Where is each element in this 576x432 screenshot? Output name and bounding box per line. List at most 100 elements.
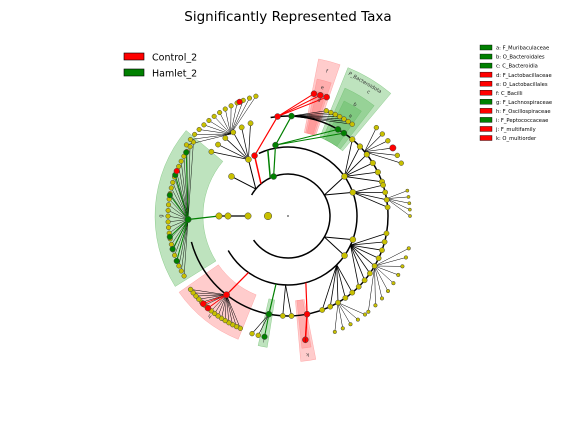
bact-leaves-branch-0 <box>291 110 327 117</box>
bacilli-leaves-branch-0 <box>277 93 315 117</box>
right-low-branch-1 <box>324 236 345 256</box>
h-red-leaves-leaf-1 <box>200 300 207 308</box>
g-leaves-branch-24 <box>187 146 191 220</box>
h-red-leaves-branch-1 <box>203 294 227 305</box>
i-leaf-branch-0 <box>264 314 270 337</box>
bact-family-node <box>288 112 295 120</box>
key-label-d: d: F_Lactobacillaceae <box>496 73 552 79</box>
ul-2-leaf-1 <box>215 141 221 148</box>
key-label-h: h: F_Oscillospiraceae <box>496 109 551 115</box>
g-green-leaves-leaf-3 <box>166 192 173 199</box>
h-leaves-branch-14 <box>193 292 227 296</box>
g-green-leaves-branch-4 <box>174 174 189 220</box>
h-leaves-branch-0 <box>226 294 241 329</box>
ul-3-leaf-4 <box>201 122 207 128</box>
g-leaves-branch-13 <box>168 204 189 220</box>
right-bottom-2-leaf-2 <box>348 322 353 327</box>
ul-3-branch-12 <box>230 98 250 135</box>
ul-3-branch-6 <box>213 116 231 135</box>
bact-leaves-leaf-3 <box>337 114 343 120</box>
clade-letter-h: h <box>207 312 213 319</box>
i-br <box>268 283 277 315</box>
clade-letter-e: e <box>320 85 325 92</box>
kj-node <box>303 310 311 318</box>
g-leaves-leaf-9 <box>166 224 172 231</box>
g-parent <box>215 212 223 220</box>
h-leaves-leaf-15 <box>187 286 194 293</box>
right-low-3-branch-6 <box>374 265 383 299</box>
right-bottom-leaf-1 <box>342 295 349 301</box>
ul-3-leaf-7 <box>217 110 223 116</box>
right-low-branch-0 <box>324 236 353 241</box>
kj-leaf-branch-0 <box>304 314 308 340</box>
right-top-3-branch-5 <box>364 151 402 164</box>
g-green-leaves-leaf-1 <box>169 246 176 253</box>
bact-leaves-branch-2 <box>291 114 336 117</box>
right-bottom-2-leaf-3 <box>340 326 345 331</box>
bacilli-leaves-branch-2 <box>277 96 327 118</box>
ul-2-leaf-3 <box>230 129 237 136</box>
h-leaves-branch-1 <box>226 294 237 327</box>
right-bottom-2-leaf-1 <box>355 317 360 322</box>
ul-2-leaf-2 <box>222 135 229 141</box>
key-swatch-c <box>479 62 493 69</box>
right-top-3-leaf-5 <box>398 160 404 166</box>
bact-class-node <box>270 173 277 180</box>
key-label-c: c: C_Bacteroidia <box>496 64 538 70</box>
g-leaves-branch-6 <box>171 219 189 245</box>
h-leaves-branch-5 <box>221 294 227 319</box>
i-side-leaf-0 <box>255 332 261 338</box>
right-low-3-leaf-7 <box>373 303 378 308</box>
right-top-2-branch-2 <box>344 154 368 177</box>
g-leaves-branch-1 <box>181 219 189 272</box>
right-top-2-leaf-1 <box>356 143 363 150</box>
right-low-3-leaf-0 <box>406 246 411 251</box>
right-bottom-2-branch-2 <box>337 302 351 325</box>
ul-3-leaf-6 <box>211 113 217 119</box>
clade-letter-g: g <box>159 214 165 217</box>
bottom-mid-branch-0 <box>285 284 292 317</box>
right-low-3-leaf-3 <box>396 272 401 277</box>
ul-3-leaf-1 <box>187 136 193 143</box>
right-mid-leaf-1 <box>382 189 389 196</box>
right-top-3-branch-1 <box>364 133 383 152</box>
right-bottom-leaf-3 <box>327 303 334 310</box>
right-low-3-leaf-2 <box>400 264 405 269</box>
g-green-leaves-leaf-2 <box>166 233 173 240</box>
bact-leaves-leaf-6 <box>349 121 355 127</box>
ul-2-branch-4 <box>241 127 249 160</box>
right-bottom-2-leaf-4 <box>332 329 337 334</box>
right-mid-2-branch-2 <box>386 198 410 204</box>
key-swatch-h <box>479 108 493 114</box>
bact-leaves-branch-4 <box>291 115 345 120</box>
right-bottom-2-branch-3 <box>337 302 344 329</box>
h-leaves-branch-15 <box>190 289 227 296</box>
right-top-3-leaf-2 <box>385 138 391 144</box>
key-label-a: a: F_Muribaculaceae <box>496 46 549 52</box>
ul-3-branch-5 <box>208 120 231 135</box>
right-mid-2-branch-3 <box>386 198 410 210</box>
ul-3-branch-4 <box>203 124 231 135</box>
bacilli-leaves-leaf-2 <box>323 93 330 101</box>
g-leaves-leaf-0 <box>181 273 187 279</box>
right-low-3-branch-4 <box>374 265 394 284</box>
bact-sub-leaf-0 <box>334 126 342 133</box>
right-top-leaf-0 <box>341 173 348 180</box>
right-mid-branch-2 <box>352 192 387 201</box>
phylum-node-1 <box>263 211 273 221</box>
h-red-leaves-branch-0 <box>207 294 227 309</box>
ul-2-branch-3 <box>232 132 249 160</box>
right-bottom-leaf-2 <box>335 299 341 306</box>
g-leaves-leaf-13 <box>165 202 172 208</box>
key-label-k: k: O_multiorder <box>496 136 537 142</box>
right-bottom-branch-2 <box>336 264 339 303</box>
right-top-3-leaf-1 <box>379 131 385 137</box>
right-low-2-branch-2 <box>350 244 383 251</box>
clade-letter-a: a <box>347 113 353 120</box>
bact-leaves-leaf-1 <box>328 109 334 116</box>
ul-3-branch-13 <box>230 96 257 135</box>
ul-2-branch-5 <box>248 123 251 160</box>
key-swatch-e <box>479 80 493 87</box>
bact-sub-branch-1 <box>275 132 345 146</box>
ul-3-leaf-3 <box>196 126 202 133</box>
